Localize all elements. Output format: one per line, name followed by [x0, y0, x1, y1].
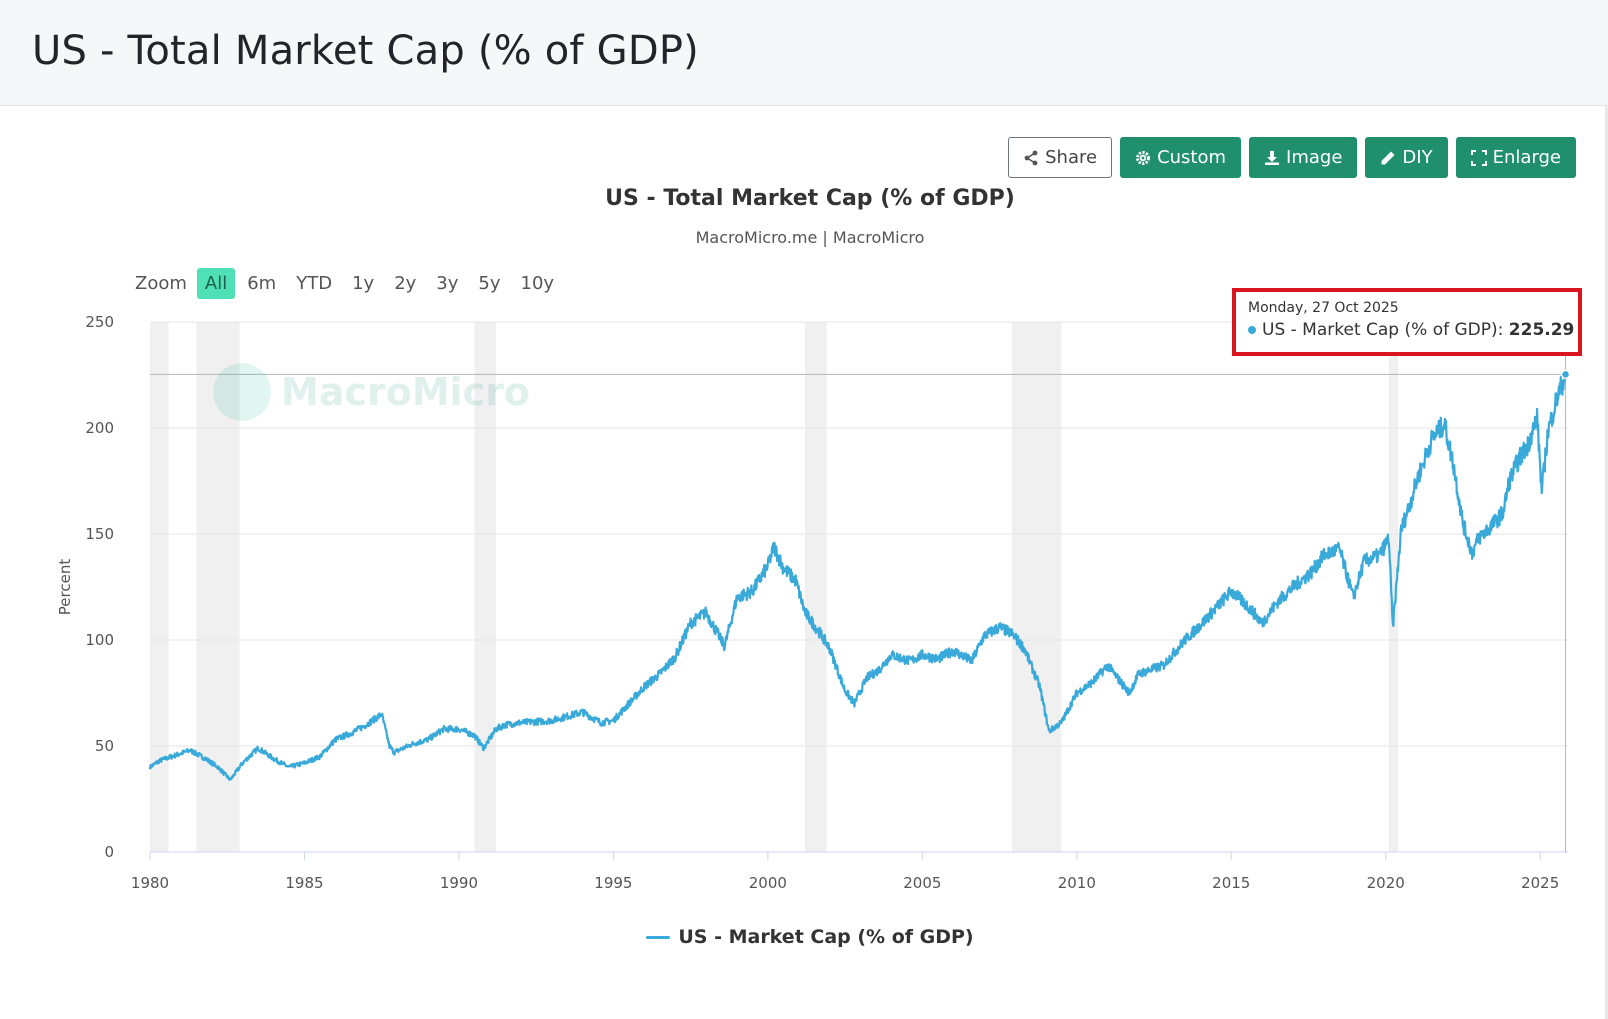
tooltip-series-dot-icon	[1248, 326, 1256, 334]
series-layer	[148, 369, 1571, 781]
diy-label: DIY	[1402, 147, 1433, 168]
zoom-bar: Zoom All 6m YTD 1y 2y 3y 5y 10y	[135, 268, 562, 299]
y-tick-label: 0	[104, 843, 114, 861]
zoom-10y-button[interactable]: 10y	[520, 273, 555, 294]
pencil-icon	[1381, 151, 1395, 164]
legend-swatch-icon	[646, 935, 671, 939]
enlarge-label: Enlarge	[1492, 147, 1561, 168]
recession-band	[474, 322, 497, 852]
download-icon	[1265, 150, 1280, 165]
custom-label: Custom	[1157, 147, 1227, 168]
x-tick-label: 1980	[131, 874, 169, 892]
page-title: US - Total Market Cap (% of GDP)	[32, 28, 699, 74]
x-tick-label: 2020	[1367, 874, 1405, 892]
recession-band	[804, 322, 827, 852]
gear-icon	[1136, 150, 1151, 165]
share-label: Share	[1045, 147, 1098, 168]
axes: 0 50 100 150 200 250 1980 1985 1990 1995 2000 2005 2…	[56, 313, 1559, 892]
series-line	[148, 374, 1567, 781]
y-axis-label: Percent	[56, 559, 74, 616]
last-point-marker	[1560, 369, 1571, 380]
tooltip-series-name: US - Market Cap (% of GDP)	[1262, 320, 1498, 340]
enlarge-button[interactable]: Enlarge	[1455, 137, 1576, 178]
zoom-5y-button[interactable]: 5y	[478, 273, 501, 294]
page-header: US - Total Market Cap (% of GDP)	[0, 0, 1608, 106]
zoom-2y-button[interactable]: 2y	[394, 273, 417, 294]
x-tick-label: 1990	[440, 874, 478, 892]
x-tick-label: 1985	[285, 874, 323, 892]
watermark: MacroMicro	[213, 363, 530, 421]
chart-toolbar: Share Custom Image DIY Enlarge	[1008, 137, 1576, 178]
image-button[interactable]: Image	[1249, 137, 1358, 178]
x-tick-label: 2010	[1058, 874, 1096, 892]
chart-tooltip: Monday, 27 Oct 2025 US - Market Cap (% o…	[1232, 288, 1582, 356]
custom-button[interactable]: Custom	[1120, 137, 1242, 178]
x-tick-label: 2015	[1212, 874, 1250, 892]
zoom-1y-button[interactable]: 1y	[352, 273, 375, 294]
grid-lines	[150, 321, 1568, 853]
y-tick-label: 200	[85, 419, 114, 437]
y-tick-label: 150	[85, 525, 114, 543]
x-tick-label: 1995	[594, 874, 632, 892]
y-tick-label: 50	[95, 737, 114, 755]
tooltip-row: US - Market Cap (% of GDP): 225.29	[1248, 320, 1574, 340]
zoom-ytd-button[interactable]: YTD	[296, 273, 333, 294]
expand-icon	[1470, 149, 1487, 166]
x-tick-label: 2025	[1521, 874, 1559, 892]
recession-band	[196, 322, 240, 852]
recession-band	[150, 322, 169, 852]
recession-band	[1388, 322, 1399, 852]
zoom-label: Zoom	[135, 273, 187, 294]
zoom-3y-button[interactable]: 3y	[436, 273, 459, 294]
legend-series-label: US - Market Cap (% of GDP)	[678, 926, 974, 948]
zoom-6m-button[interactable]: 6m	[247, 273, 277, 294]
x-tick-label: 2000	[749, 874, 787, 892]
tooltip-date: Monday, 27 Oct 2025	[1248, 300, 1399, 316]
image-label: Image	[1286, 147, 1343, 168]
chart-subtitle: MacroMicro.me | MacroMicro	[695, 228, 925, 247]
macromicro-logo-icon	[213, 363, 271, 421]
chart-title: US - Total Market Cap (% of GDP)	[605, 186, 1015, 211]
watermark-text: MacroMicro	[281, 370, 531, 414]
share-button[interactable]: Share	[1008, 137, 1113, 178]
share-icon	[1024, 150, 1038, 165]
tooltip-value: 225.29	[1508, 320, 1575, 340]
recession-bands	[150, 322, 1399, 852]
recession-band	[1011, 322, 1062, 852]
crosshair	[150, 322, 1568, 852]
y-tick-label: 100	[85, 631, 114, 649]
scrollbar[interactable]	[1605, 106, 1608, 1019]
zoom-all-button[interactable]: All	[196, 268, 236, 299]
y-tick-label: 250	[85, 313, 114, 331]
chart-legend[interactable]: US - Market Cap (% of GDP)	[0, 926, 1608, 948]
diy-button[interactable]: DIY	[1365, 137, 1448, 178]
x-tick-label: 2005	[903, 874, 941, 892]
